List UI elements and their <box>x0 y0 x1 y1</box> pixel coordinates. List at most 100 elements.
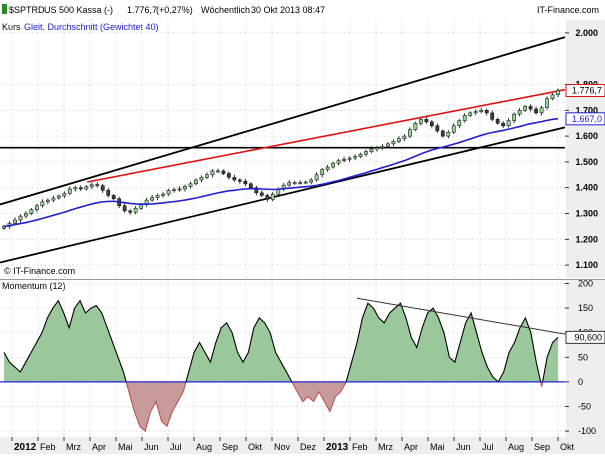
time-tick-label: Apr <box>404 442 418 452</box>
channel-line <box>0 36 566 206</box>
candle <box>364 151 368 155</box>
candle <box>172 189 176 192</box>
candle <box>205 174 209 178</box>
candle <box>550 94 555 99</box>
candle <box>95 184 100 186</box>
candle <box>298 182 303 184</box>
time-tick-label: Okt <box>560 442 575 452</box>
candle <box>248 183 253 188</box>
candle <box>270 193 275 200</box>
price-change: (+0,27%) <box>156 5 193 15</box>
time-tick-label: Jul <box>170 442 182 452</box>
momentum-axis-panel <box>566 280 605 437</box>
time-tick-label: Apr <box>92 442 106 452</box>
candle <box>287 182 292 186</box>
candle <box>397 138 401 142</box>
price-tick-label: 1.400 <box>575 183 598 193</box>
candle <box>40 201 45 207</box>
header-bar <box>0 0 605 19</box>
brand: IT-Finance.com <box>537 5 599 15</box>
time-tick-label: Sep <box>534 442 550 452</box>
candle <box>534 108 538 114</box>
candle <box>314 174 319 181</box>
candle <box>473 111 478 114</box>
last-ma-box <box>565 112 605 126</box>
time-tick-label: Jul <box>482 442 494 452</box>
candle <box>457 120 462 127</box>
candle <box>331 162 335 168</box>
interval: Wöchentlich <box>201 5 250 15</box>
candle <box>506 120 511 127</box>
price-tick-label: 1.500 <box>575 157 598 167</box>
candle <box>325 166 330 170</box>
candle <box>303 181 308 184</box>
time-tick-label: Feb <box>352 442 368 452</box>
candle-icon <box>2 4 7 14</box>
channel-line <box>0 126 566 264</box>
candle <box>243 181 248 185</box>
candle <box>232 177 237 181</box>
time-tick-label: Feb <box>40 442 56 452</box>
candle <box>111 195 116 200</box>
price-grid <box>0 20 565 278</box>
price-tick-label: 1.700 <box>575 105 598 115</box>
time-tick-label: Aug <box>508 442 524 452</box>
candle <box>353 156 357 159</box>
momentum-positive-area <box>4 300 558 382</box>
candle <box>523 106 527 111</box>
last-ma-label: 1.667,0 <box>572 114 602 124</box>
candle <box>35 205 39 210</box>
time-tick-label: Mrz <box>378 442 393 452</box>
candle <box>479 110 484 112</box>
candle <box>545 98 549 108</box>
momentum-line-positive <box>3 299 559 382</box>
price-tick-label: 2.000 <box>575 28 598 38</box>
candle <box>336 160 341 164</box>
candle <box>210 170 215 176</box>
candle <box>13 219 17 224</box>
candle <box>67 188 72 194</box>
legend-kurs: Kurs <box>2 22 21 32</box>
candle <box>221 170 226 174</box>
momentum-negative-area <box>4 381 558 432</box>
candle <box>78 187 83 190</box>
candle <box>84 186 89 190</box>
candle <box>56 195 61 199</box>
candle <box>227 173 231 178</box>
candle <box>128 210 133 213</box>
candle <box>375 147 379 150</box>
candle <box>265 195 270 200</box>
candle <box>254 187 259 194</box>
momentum-tick-label: -100 <box>578 426 596 436</box>
candle <box>199 177 204 181</box>
candle <box>155 195 160 198</box>
time-tick-label: 2013 <box>326 442 349 453</box>
candle <box>122 205 127 212</box>
candle <box>100 185 105 191</box>
candle <box>484 110 489 114</box>
time-tick-label: Okt <box>248 442 263 452</box>
price-axis: 1.1001.2001.3001.4001.5001.6001.7001.800… <box>565 28 605 270</box>
header: $SPTRD US 500 Kassa (-) 1.776,7 (+0,27%)… <box>0 0 605 19</box>
candle <box>309 179 314 183</box>
time-tick-label: Dez <box>300 442 317 452</box>
candle <box>106 190 111 196</box>
candle <box>408 129 412 137</box>
candle <box>468 112 473 116</box>
candle <box>347 157 352 160</box>
time-tick-label: Mai <box>430 442 445 452</box>
watermark: © IT-Finance.com <box>4 266 75 276</box>
candle <box>342 159 346 161</box>
price-chart <box>0 36 566 264</box>
candle <box>391 141 396 145</box>
candle <box>440 130 445 137</box>
candle <box>490 112 495 120</box>
momentum-tick-label: 0 <box>578 377 583 387</box>
instrument-name: US 500 Kassa (-) <box>44 5 113 15</box>
candle <box>424 119 429 123</box>
candle <box>556 90 560 96</box>
price-axis-panel <box>566 20 605 278</box>
symbol: $SPTRD <box>9 5 45 15</box>
